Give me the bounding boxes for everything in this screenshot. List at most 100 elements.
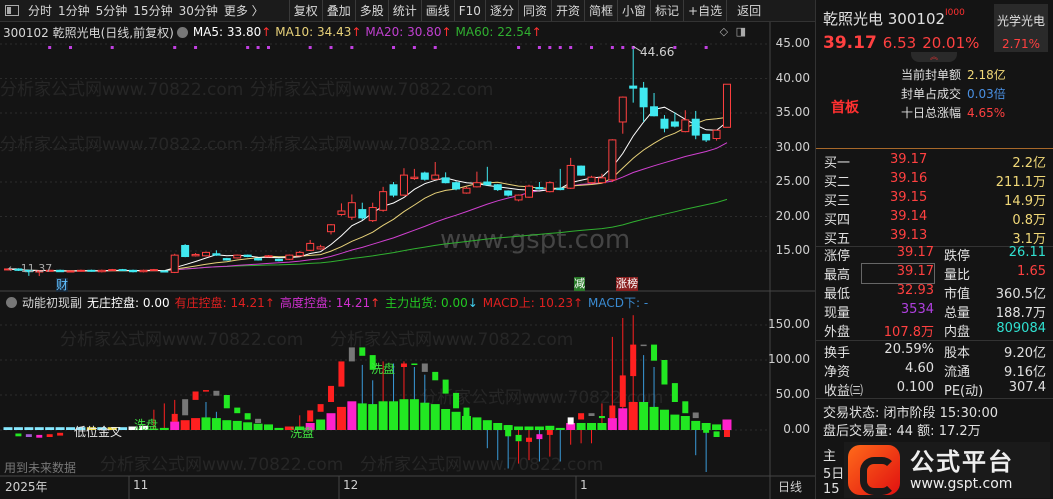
- indicator-box: [640, 344, 647, 347]
- histogram-bar: [107, 427, 117, 430]
- histogram-bar: [576, 423, 586, 430]
- bid-row[interactable]: 买二 39.16 211.1万: [824, 171, 1046, 190]
- toolbar-button[interactable]: 同资: [517, 0, 551, 21]
- tab-period[interactable]: 30分钟: [178, 4, 218, 18]
- histogram-bar: [639, 402, 649, 430]
- bid-volume: 211.1万: [995, 175, 1046, 190]
- bid-volume: 2.2亿: [1012, 156, 1046, 171]
- toolbar-button[interactable]: 开资: [550, 0, 584, 21]
- tab-period[interactable]: 更多 〉: [223, 4, 264, 18]
- indicator-name[interactable]: 动能初现副: [22, 295, 83, 310]
- candle-up: [108, 269, 117, 272]
- candle-down: [181, 244, 190, 258]
- quote-value: 3534: [900, 302, 934, 317]
- price-tick: 25.00: [775, 174, 810, 188]
- indicator-box: [567, 417, 574, 425]
- toolbar-button[interactable]: F10: [453, 0, 485, 21]
- tab-period[interactable]: 1分钟: [58, 4, 90, 18]
- histogram-bar: [170, 421, 180, 430]
- histogram-bar: [97, 427, 107, 430]
- candle-up: [191, 253, 200, 257]
- toolbar-button[interactable]: 逐分: [484, 0, 518, 21]
- toolbar-button[interactable]: +自选: [683, 0, 726, 21]
- signal-marker: [256, 46, 260, 49]
- period-label[interactable]: 日线: [778, 480, 803, 494]
- indicator-box: [723, 430, 730, 437]
- fund-label: 股本: [944, 346, 971, 361]
- settings-dot-icon[interactable]: [6, 296, 17, 308]
- signal-marker: [558, 46, 562, 49]
- bid-price: 39.13: [890, 228, 928, 243]
- indicator-box: [307, 410, 314, 422]
- histogram-bar: [482, 420, 492, 430]
- kline-chart[interactable]: 分析家公式网www.70822.com 分析家公式网www.70822.com 分析…: [0, 0, 815, 499]
- tab-period[interactable]: 15分钟: [133, 4, 173, 18]
- ma5-value: MA5: 33.80↑: [192, 25, 272, 39]
- signal-marker: [517, 46, 521, 49]
- gspt-logo: 公式平台 www.gspt.com: [844, 442, 1050, 498]
- window-toggle-icon[interactable]: ◨: [735, 25, 746, 38]
- candle-up: [597, 177, 606, 184]
- sector-box[interactable]: 光学光电 2.71%: [994, 4, 1048, 52]
- indicator-box: [713, 431, 720, 437]
- indicator-box: [432, 371, 439, 381]
- settings-dot-icon[interactable]: [176, 26, 188, 38]
- toolbar-button[interactable]: 复权: [288, 0, 322, 21]
- histogram-bar: [597, 423, 607, 430]
- reduce-marker[interactable]: 减: [574, 277, 585, 291]
- histogram-bar: [86, 427, 96, 430]
- histogram-bar: [295, 426, 305, 430]
- toolbar-button[interactable]: 返回: [726, 0, 771, 21]
- bid-row[interactable]: 买五 39.13 3.1万: [824, 228, 1046, 247]
- toolbar-button[interactable]: 标记: [650, 0, 683, 21]
- seal-label: 当前封单额: [901, 68, 962, 82]
- top-list-marker[interactable]: 涨榜: [616, 277, 638, 291]
- indicator-header: 动能初现副 无庄控盘: 0.00 有庄控盘: 14.21↑ 高度控盘: 14.2…: [0, 293, 770, 311]
- histogram-bar: [191, 418, 201, 430]
- histogram-bar: [420, 402, 430, 430]
- histogram-bar: [691, 420, 701, 430]
- bid-price: 39.17: [890, 152, 928, 167]
- candle-up: [327, 224, 336, 233]
- candle-up: [201, 251, 210, 257]
- toolbar-button[interactable]: 叠加: [321, 0, 355, 21]
- candle-up: [681, 119, 690, 133]
- signal-marker: [610, 46, 614, 49]
- bid-row[interactable]: 买三 39.15 14.9万: [824, 190, 1046, 209]
- toolbar-button[interactable]: 小窗: [617, 0, 650, 21]
- candle-up: [608, 139, 617, 181]
- tab-period[interactable]: 5分钟: [95, 4, 128, 18]
- toolbar-button[interactable]: 简框: [583, 0, 617, 21]
- ma5-line: [7, 106, 728, 272]
- histogram-bar: [607, 418, 617, 430]
- indicator-box: [234, 407, 241, 414]
- signal-marker: [173, 46, 177, 49]
- toolbar-button[interactable]: 统计: [387, 0, 421, 21]
- seal-row: 十日总涨幅 4.65%: [901, 104, 1006, 123]
- toolbar-button[interactable]: 画线: [420, 0, 454, 21]
- toolbar-button[interactable]: 多股: [354, 0, 388, 21]
- quote-value: 32.93: [896, 283, 934, 298]
- candle-down: [483, 181, 492, 186]
- histogram-bar: [514, 426, 524, 430]
- indicator-box: [453, 392, 460, 409]
- candle-up: [264, 255, 273, 258]
- bid-row[interactable]: 买四 39.14 0.8万: [824, 209, 1046, 228]
- candle-up: [149, 269, 158, 272]
- bid-row[interactable]: 买一 39.17 2.2亿: [824, 152, 1046, 171]
- indicator-box: [515, 434, 522, 442]
- histogram-bar: [180, 420, 190, 430]
- indicator-box: [692, 412, 699, 419]
- signal-marker: [194, 46, 198, 49]
- watermark-text: 分析家公式网www.70822.com: [0, 80, 243, 100]
- future-data-note: 用到未来数据: [4, 461, 77, 475]
- panel-toggle-icon[interactable]: [5, 5, 19, 16]
- tab-period[interactable]: 分时: [28, 4, 53, 18]
- histogram-bar: [326, 413, 336, 430]
- finance-marker[interactable]: 财: [56, 278, 69, 292]
- candle-down: [670, 121, 679, 127]
- collapse-handle-icon[interactable]: ︽: [911, 52, 957, 62]
- diamond-icon[interactable]: ◇: [719, 25, 729, 38]
- bid-price: 39.16: [890, 171, 928, 186]
- candle-down: [212, 253, 221, 256]
